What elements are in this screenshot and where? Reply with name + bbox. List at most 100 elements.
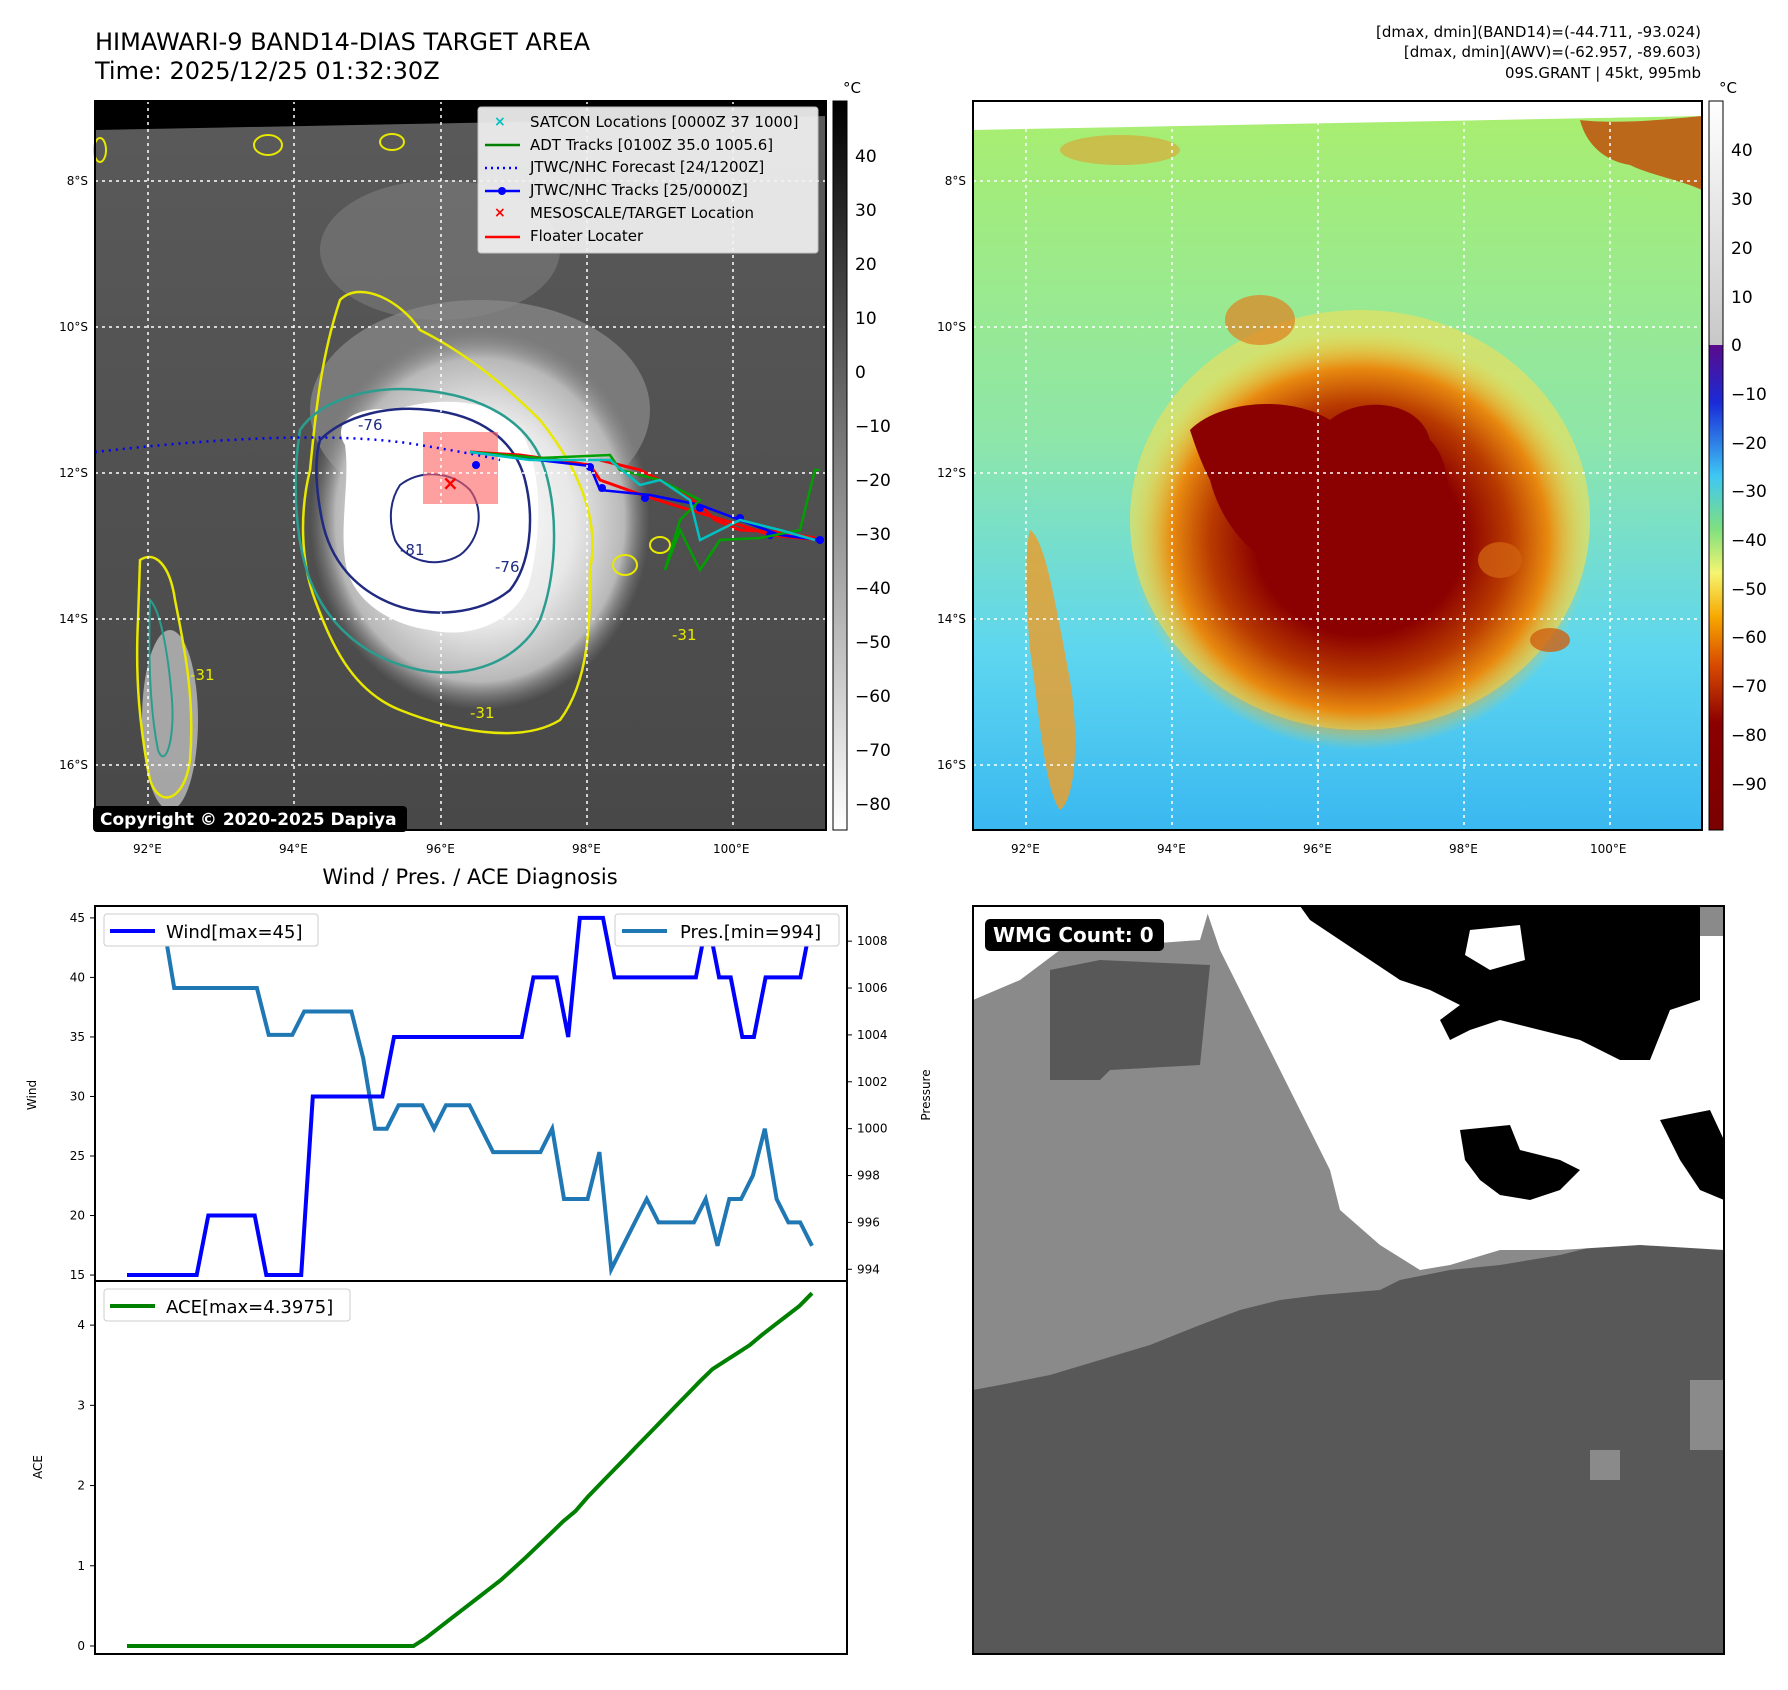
ir-color-map [972, 100, 1703, 831]
svg-text:40: 40 [1731, 141, 1753, 161]
info-line2: [dmax, dmin](AWV)=(-62.957, -89.603) [1403, 43, 1701, 61]
right-map-lon-ticks: 92°E 94°E 96°E 98°E 100°E [1011, 842, 1627, 856]
svg-text:10°S: 10°S [937, 320, 966, 334]
wind-tick-label: 45 [70, 911, 85, 925]
target-area-box [423, 432, 498, 504]
svg-text:14°S: 14°S [937, 612, 966, 626]
svg-text:100°E: 100°E [1590, 842, 1627, 856]
ace-tick-label: 0 [77, 1639, 85, 1653]
gray-colorbar-unit: °C [843, 79, 861, 97]
svg-text:−60: −60 [1731, 628, 1767, 648]
svg-text:16°S: 16°S [59, 758, 88, 772]
wind-tick-label: 20 [70, 1209, 85, 1223]
ace-series-line [127, 1291, 814, 1648]
svg-text:−30: −30 [855, 525, 891, 545]
color-colorbar-unit: °C [1719, 79, 1737, 97]
wind-legend: Wind[max=45] [103, 913, 319, 947]
legend-entry: Floater Locater [530, 227, 644, 245]
contour-label: -31 [672, 626, 697, 644]
svg-text:96°E: 96°E [426, 842, 455, 856]
pressure-tick-label: 994 [857, 1262, 880, 1276]
svg-text:−20: −20 [1731, 434, 1767, 454]
right-map-gridlines [973, 101, 1702, 830]
info-line3: 09S.GRANT | 45kt, 995mb [1504, 64, 1701, 82]
ace-tick-label: 3 [77, 1398, 85, 1412]
color-colorbar: °C 40 30 20 10 0 −10 −20 −30 −40 −50 −60… [1708, 79, 1767, 831]
left-map-lon-ticks: 92°E 94°E 96°E 98°E 100°E [133, 842, 750, 856]
ace-chart: 0 1 2 3 4 [77, 1280, 848, 1655]
svg-text:0: 0 [1731, 336, 1742, 356]
diagnosis-chart-title: Wind / Pres. / ACE Diagnosis [322, 865, 617, 889]
contour-label: -31 [470, 704, 495, 722]
svg-text:14°S: 14°S [59, 612, 88, 626]
svg-text:98°E: 98°E [1449, 842, 1478, 856]
svg-text:−30: −30 [1731, 482, 1767, 502]
wind-tick-label: 25 [70, 1149, 85, 1163]
svg-text:20: 20 [855, 255, 877, 275]
pressure-tick-label: 996 [857, 1215, 880, 1229]
svg-text:−10: −10 [1731, 385, 1767, 405]
svg-text:−50: −50 [855, 633, 891, 653]
target-location-marker: × [442, 471, 459, 495]
svg-text:94°E: 94°E [279, 842, 308, 856]
svg-text:−40: −40 [855, 579, 891, 599]
pressure-tick-label: 1006 [857, 981, 888, 995]
figure-title-line2: Time: 2025/12/25 01:32:30Z [95, 57, 440, 85]
wmg-count-label: WMG Count: 0 [993, 923, 1154, 947]
legend-entry: SATCON Locations [0000Z 37 1000] [530, 113, 798, 131]
forecast-track [94, 436, 501, 462]
wind-axis-label: Wind [25, 1080, 39, 1110]
ace-legend: ACE[max=4.3975] [103, 1288, 351, 1322]
gray-colorbar: °C 40 30 20 10 0 −10 −20 −30 −40 −50 −60… [832, 79, 891, 831]
pressure-series-line [127, 915, 814, 1277]
svg-text:0: 0 [855, 363, 866, 383]
svg-text:30: 30 [1731, 190, 1753, 210]
svg-text:−60: −60 [855, 687, 891, 707]
figure-title-line1: HIMAWARI-9 BAND14-DIAS TARGET AREA [95, 28, 591, 56]
wind-tick-label: 40 [70, 970, 85, 984]
right-map-lat-ticks: 8°S 10°S 12°S 14°S 16°S [937, 174, 966, 772]
svg-text:30: 30 [855, 201, 877, 221]
wind-pressure-chart: 15 20 25 30 35 40 45 994 996 998 1000 1002 1004 1006 1… [70, 905, 888, 1282]
ace-tick-label: 2 [77, 1479, 85, 1493]
svg-text:100°E: 100°E [713, 842, 750, 856]
jtwc-track-points [472, 461, 824, 544]
svg-text:16°S: 16°S [937, 758, 966, 772]
svg-text:−50: −50 [1731, 580, 1767, 600]
color-colorbar-ticks: 40 30 20 10 0 −10 −20 −30 −40 −50 −60 −7… [1731, 141, 1767, 795]
legend-entry: ADT Tracks [0100Z 35.0 1005.6] [530, 136, 773, 154]
svg-text:12°S: 12°S [937, 466, 966, 480]
wmg-panel [972, 905, 1725, 1655]
svg-text:10: 10 [1731, 288, 1753, 308]
svg-text:−70: −70 [1731, 677, 1767, 697]
satcon-track [469, 450, 816, 542]
pressure-axis-label: Pressure [919, 1069, 933, 1120]
target-legend-icon: × [494, 205, 506, 221]
svg-text:92°E: 92°E [1011, 842, 1040, 856]
left-map-lat-ticks: 8°S 10°S 12°S 14°S 16°S [59, 174, 88, 772]
svg-text:98°E: 98°E [572, 842, 601, 856]
pressure-tick-label: 998 [857, 1169, 880, 1183]
svg-text:10: 10 [855, 309, 877, 329]
copyright-badge [93, 806, 407, 832]
svg-text:−80: −80 [1731, 726, 1767, 746]
contour-label: -31 [190, 666, 215, 684]
wind-tick-label: 15 [70, 1268, 85, 1282]
svg-text:8°S: 8°S [945, 174, 966, 188]
ace-tick-label: 1 [77, 1559, 85, 1573]
map-legend: × SATCON Locations [0000Z 37 1000] ADT T… [477, 106, 819, 254]
ace-legend-label: ACE[max=4.3975] [166, 1297, 333, 1318]
svg-text:−90: −90 [1731, 775, 1767, 795]
svg-text:96°E: 96°E [1303, 842, 1332, 856]
svg-text:94°E: 94°E [1157, 842, 1186, 856]
svg-text:40: 40 [855, 147, 877, 167]
svg-text:−40: −40 [1731, 531, 1767, 551]
copyright-text: Copyright © 2020-2025 Dapiya [100, 810, 397, 830]
wind-tick-label: 30 [70, 1089, 85, 1103]
wind-legend-label: Wind[max=45] [166, 922, 303, 943]
pressure-tick-label: 1008 [857, 934, 888, 948]
legend-entry: MESOSCALE/TARGET Location [530, 204, 754, 222]
svg-text:12°S: 12°S [59, 466, 88, 480]
legend-entry: JTWC/NHC Tracks [25/0000Z] [529, 181, 748, 199]
